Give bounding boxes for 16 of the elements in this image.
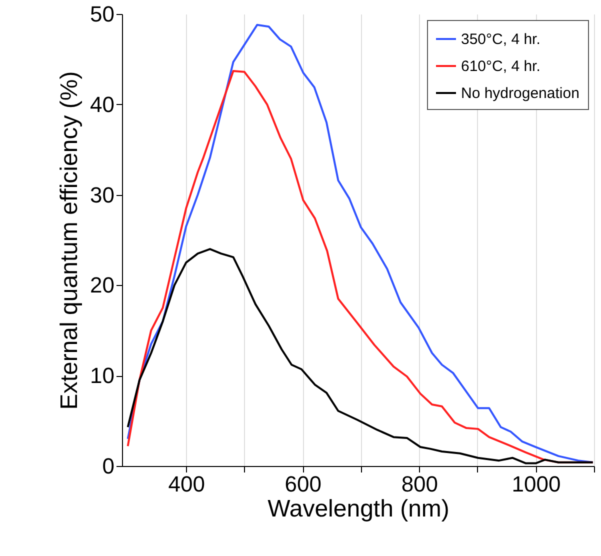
x-tick-label: 1000: [512, 472, 561, 496]
y-tick-label: 30: [90, 182, 114, 208]
y-tick-label: 50: [90, 2, 114, 26]
legend-label: 610°C, 4 hr.: [461, 58, 540, 75]
y-tick-label: 40: [90, 92, 114, 117]
y-axis-title: External quantum efficiency (%): [56, 71, 84, 410]
legend-label: No hydrogenation: [461, 85, 580, 102]
legend-label: 350°C, 4 hr.: [461, 31, 540, 48]
y-tick-label: 20: [90, 272, 114, 298]
y-tick-label: 0: [102, 454, 114, 478]
x-tick-label: 400: [168, 472, 205, 496]
x-axis-title: Wavelength (nm): [268, 496, 450, 522]
y-tick-label: 10: [90, 363, 114, 388]
x-tick-label: 600: [284, 472, 322, 496]
line-series: [126, 248, 594, 464]
x-tick-label: 800: [401, 472, 438, 496]
